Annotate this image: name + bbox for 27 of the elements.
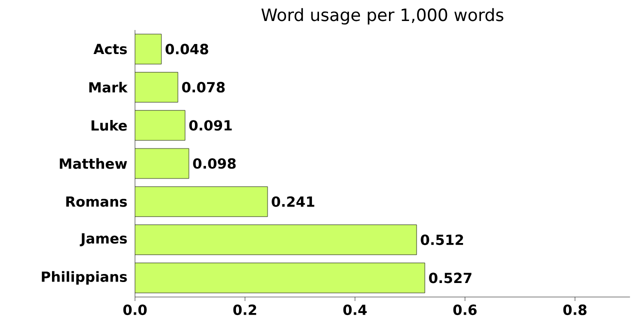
bar: [135, 72, 178, 102]
data-label: 0.091: [189, 120, 232, 131]
x-tick-label: 0.6: [453, 304, 477, 316]
y-tick-label: James: [80, 233, 127, 246]
data-label: 0.527: [429, 272, 472, 284]
bar: [135, 34, 162, 64]
x-tick-label: 0.0: [123, 304, 147, 316]
x-tick-label: 0.2: [233, 304, 256, 316]
y-tick-label: Mark: [89, 82, 128, 93]
chart-title: Word usage per 1,000 words: [261, 8, 504, 24]
data-label: 0.048: [166, 44, 208, 54]
bar: [135, 262, 426, 294]
y-tick-label: Philippians: [42, 271, 127, 285]
y-tick-label: Acts: [94, 44, 127, 54]
bar: [135, 224, 417, 255]
x-tick-label: 0.4: [343, 304, 367, 316]
data-label: 0.512: [420, 234, 464, 246]
y-tick-label: Romans: [66, 196, 127, 207]
data-label: 0.078: [182, 82, 225, 92]
data-label: 0.241: [272, 196, 314, 207]
bar: [135, 110, 186, 141]
x-tick-label: 0.8: [563, 304, 586, 316]
y-tick-label: Matthew: [60, 158, 128, 169]
y-tick-label: Luke: [92, 120, 127, 131]
bar: [135, 148, 190, 179]
data-label: 0.098: [193, 158, 236, 169]
bar: [135, 186, 268, 217]
